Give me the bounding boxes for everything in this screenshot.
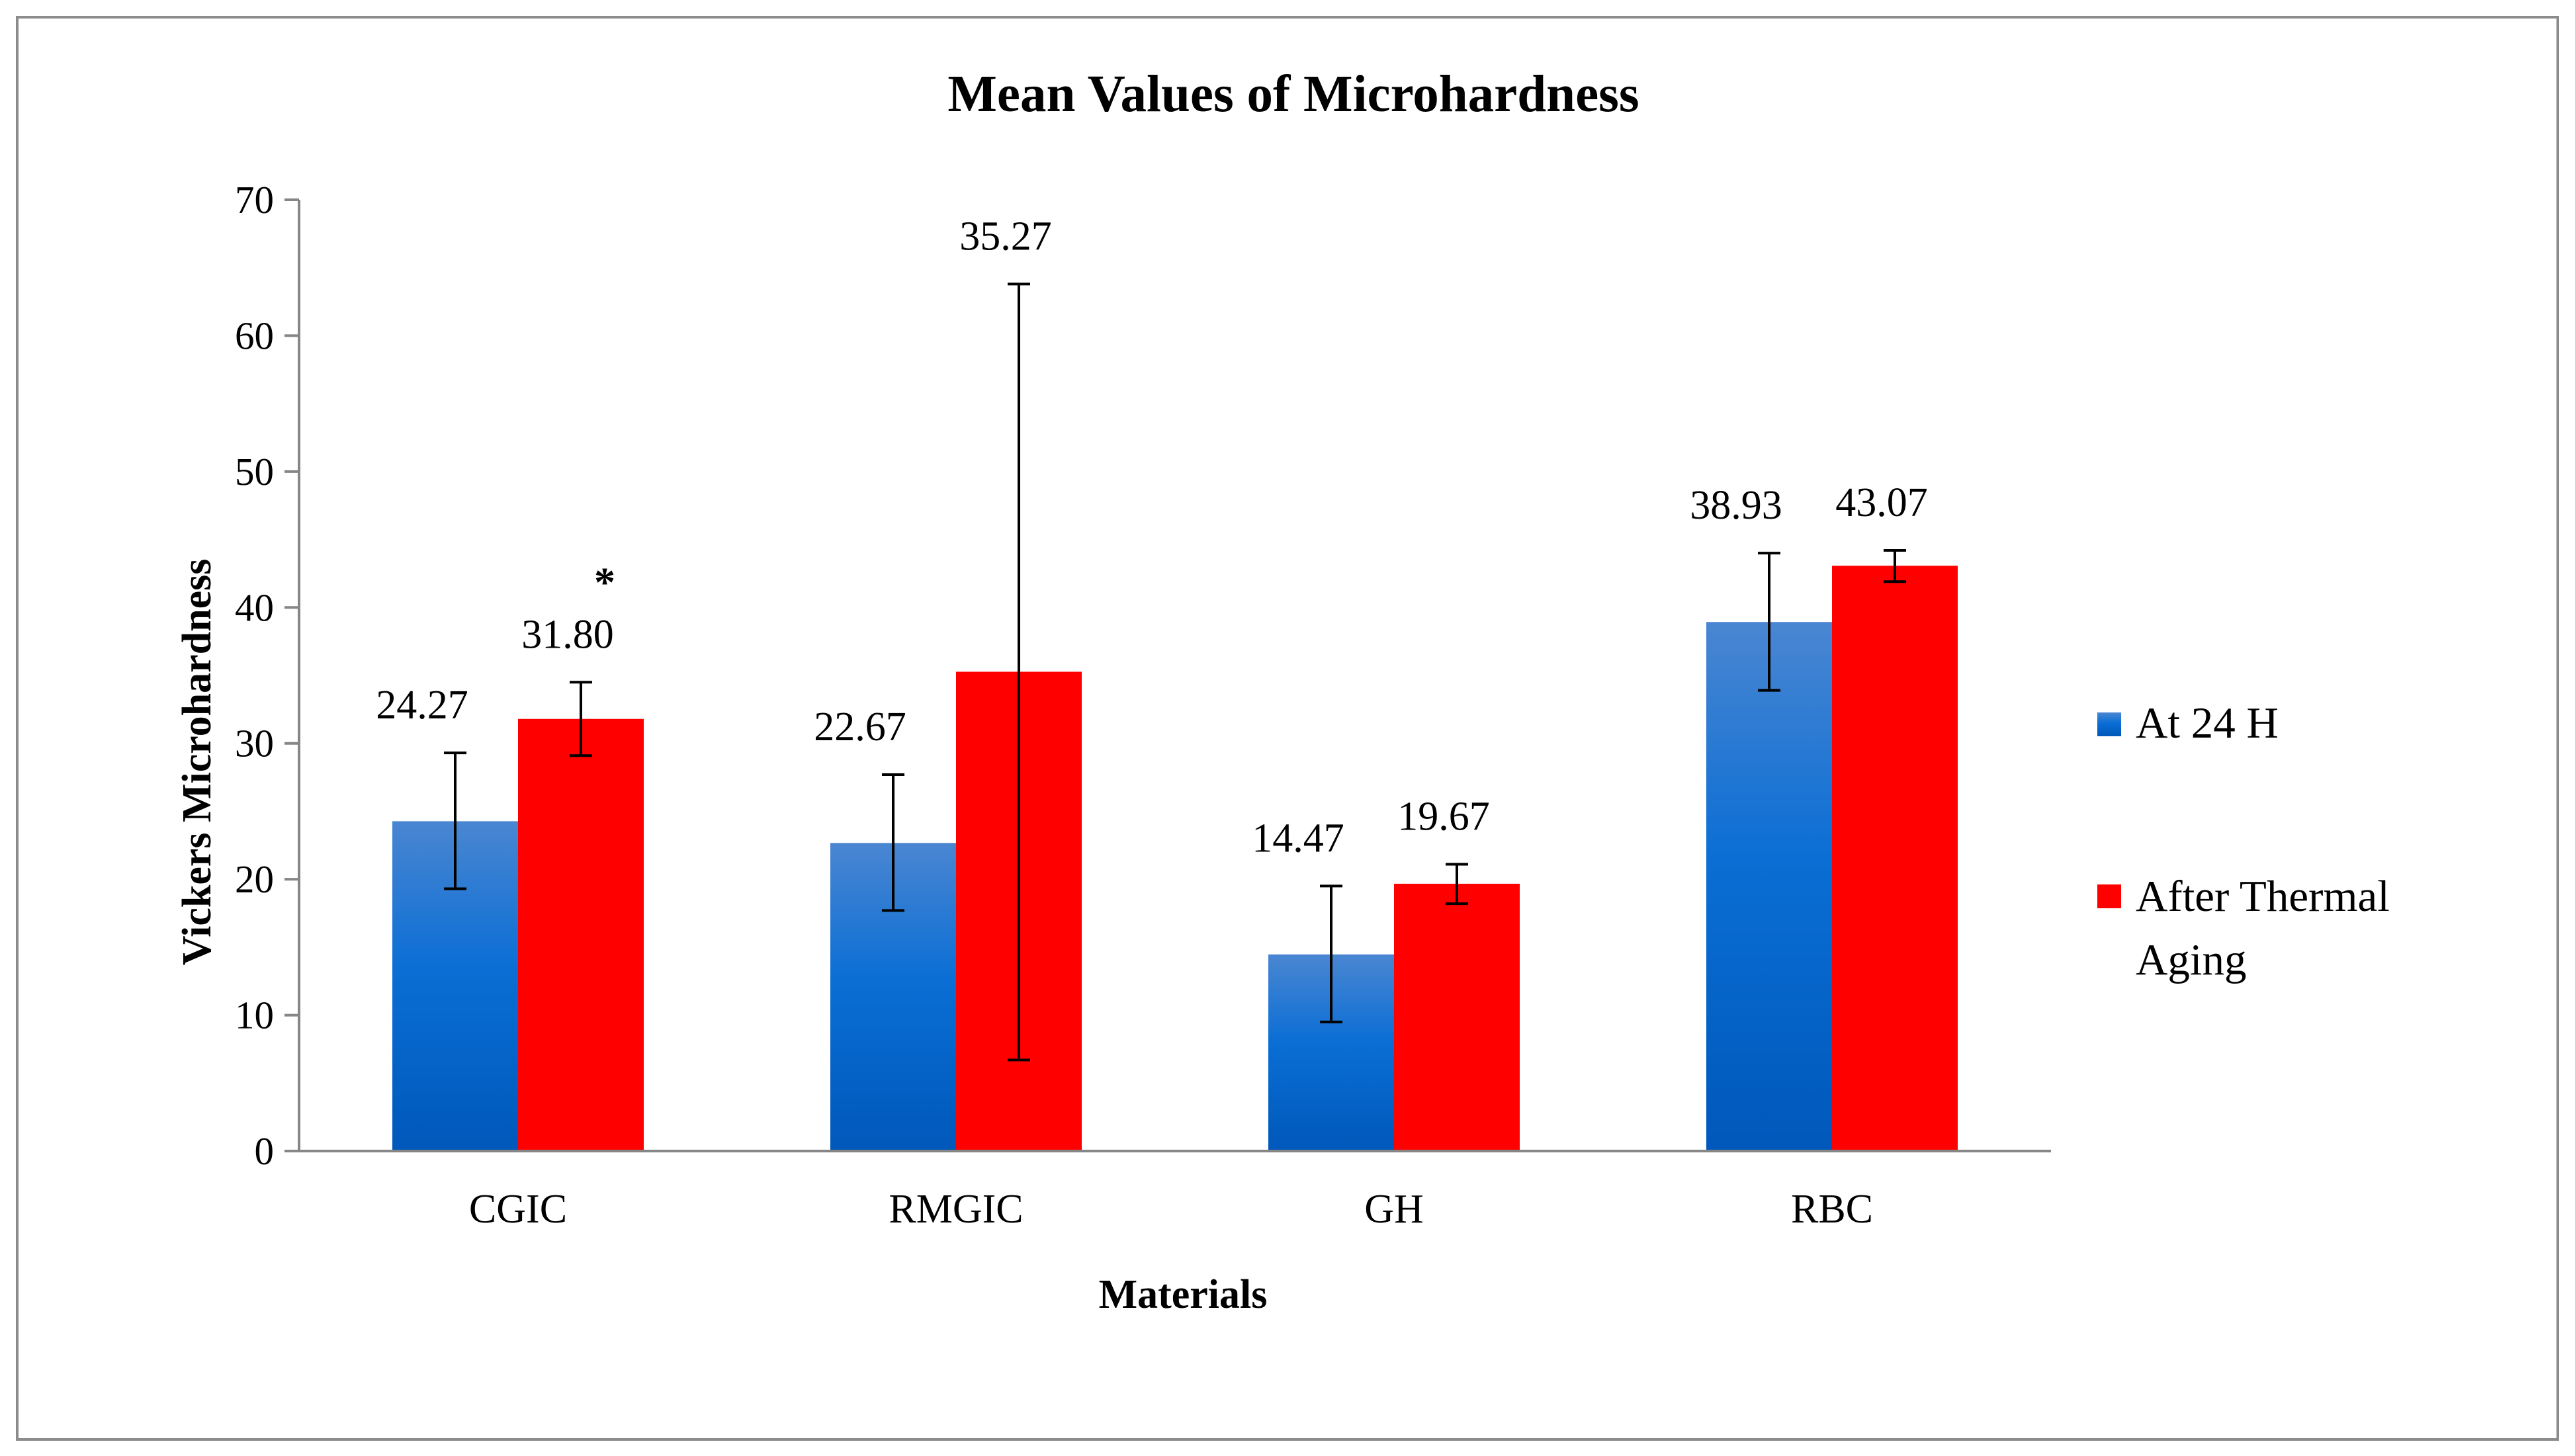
data-label: 14.47 xyxy=(1252,816,1344,861)
y-tick-label: 0 xyxy=(255,1129,275,1173)
y-tick-label: 70 xyxy=(235,178,274,222)
chart-frame xyxy=(16,16,2559,1441)
data-label: 35.27 xyxy=(959,214,1052,259)
chart-title: Mean Values of Microhardness xyxy=(947,65,1639,123)
y-tick-label: 40 xyxy=(235,585,274,629)
x-category-label: RBC xyxy=(1791,1187,1873,1232)
data-label: 43.07 xyxy=(1835,480,1928,525)
legend-label-line: Aging xyxy=(2136,935,2247,984)
y-tick-label: 60 xyxy=(235,314,274,357)
y-tick-label: 20 xyxy=(235,857,274,901)
data-label: 24.27 xyxy=(376,683,468,728)
legend-label-line: After Thermal xyxy=(2136,872,2390,921)
bar-after-thermal-aging-cgic xyxy=(518,718,644,1151)
plot-area: 0 10 20 30 40 50 60 70 24.27 31.80 CGIC 22.67 35.27 R… xyxy=(235,178,2051,1232)
x-axis-title: Materials xyxy=(1099,1272,1268,1317)
y-tick-label: 10 xyxy=(235,994,274,1037)
legend-swatch-at-24h xyxy=(2097,712,2121,736)
data-label: 31.80 xyxy=(521,612,614,657)
legend-swatch-after-thermal-aging xyxy=(2097,884,2121,908)
data-label: 22.67 xyxy=(814,705,906,749)
legend-label-after-thermal-aging: After Thermal Aging xyxy=(2136,872,2390,984)
y-tick-label: 50 xyxy=(235,450,274,493)
x-category-label: GH xyxy=(1364,1187,1424,1232)
y-axis-title: Vickers Microhardness xyxy=(175,559,220,966)
bar-at-24-h-rbc xyxy=(1706,622,1832,1151)
bar-after-thermal-aging-gh xyxy=(1394,883,1520,1151)
legend: At 24 H After Thermal Aging xyxy=(2097,699,2390,984)
significance-star: * xyxy=(594,558,615,605)
legend-label-at-24h: At 24 H xyxy=(2136,699,2279,748)
data-label: 19.67 xyxy=(1397,794,1490,839)
y-tick-label: 30 xyxy=(235,722,274,765)
x-category-label: RMGIC xyxy=(889,1187,1023,1232)
data-label: 38.93 xyxy=(1690,483,1782,528)
x-category-label: CGIC xyxy=(469,1187,567,1232)
bar-after-thermal-aging-rbc xyxy=(1832,566,1958,1151)
